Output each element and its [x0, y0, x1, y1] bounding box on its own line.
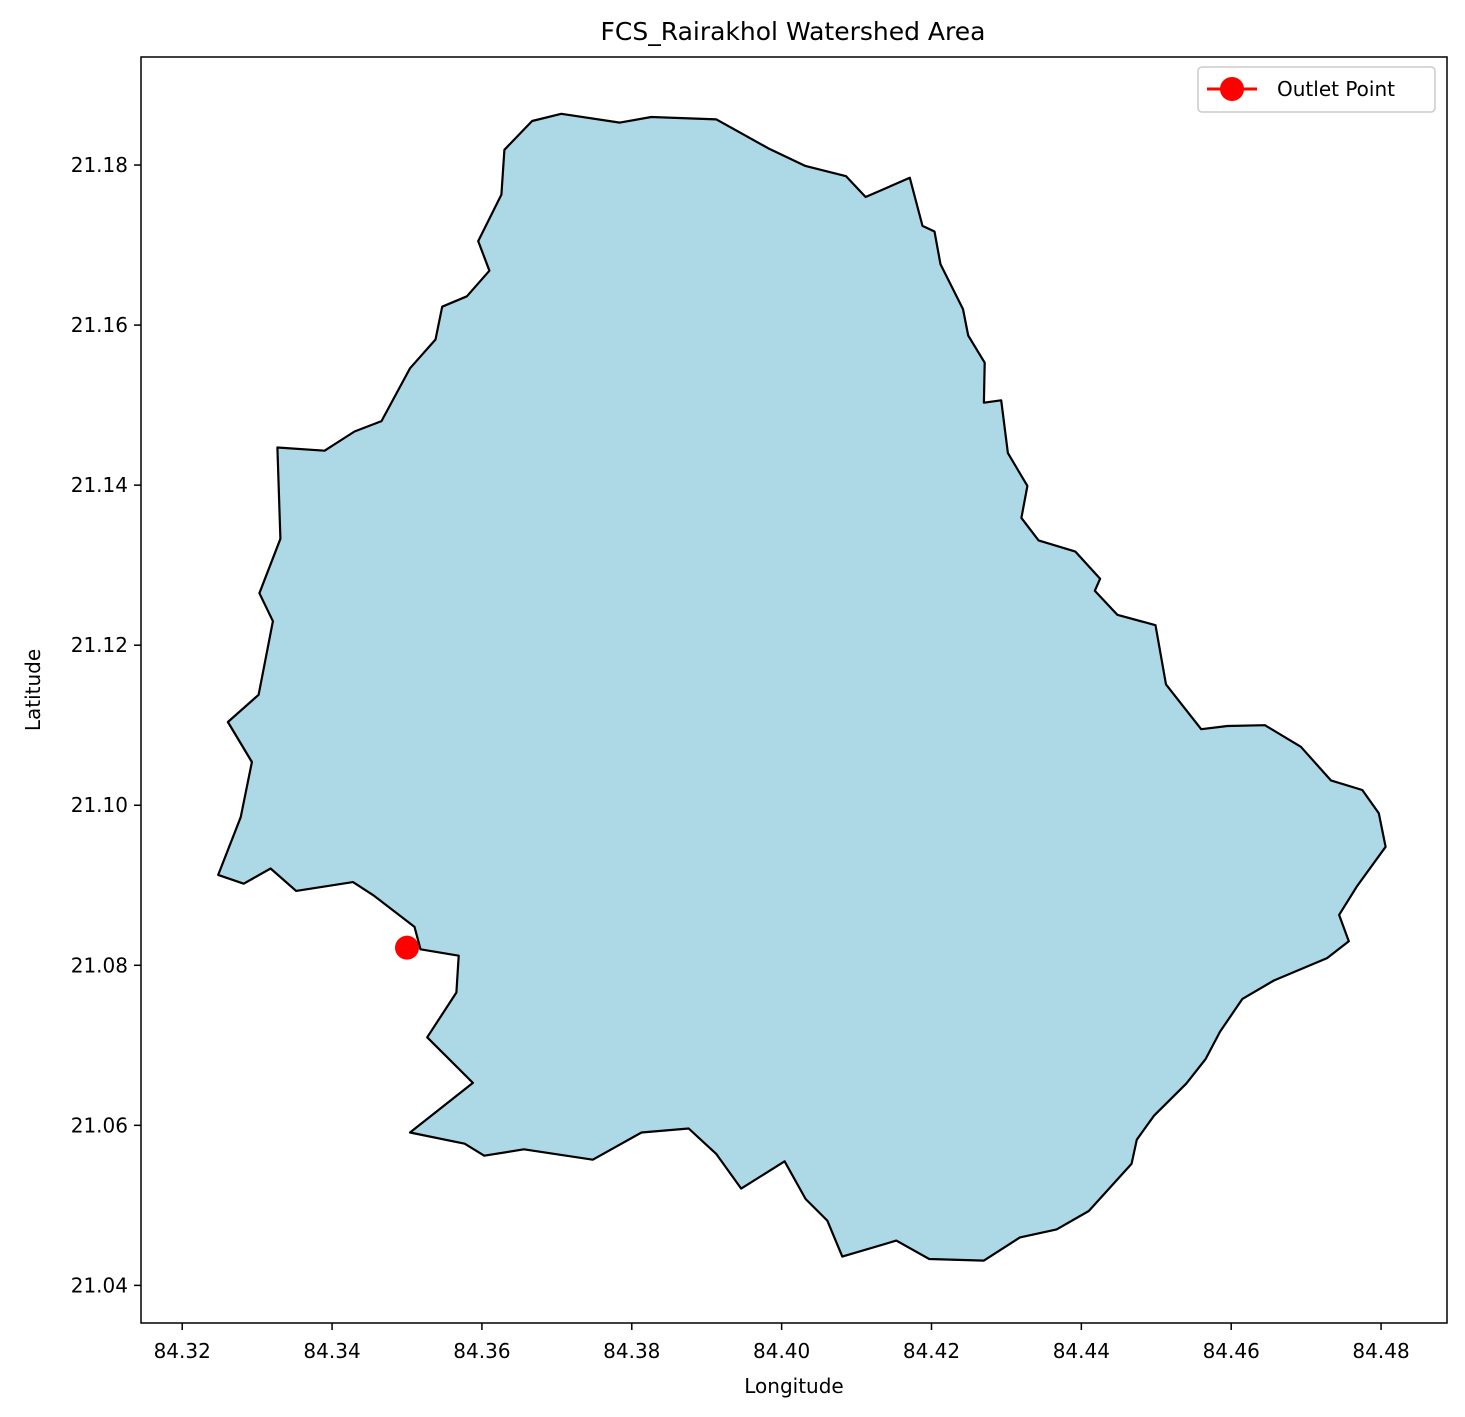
x-tick-label: 84.34	[303, 1339, 360, 1363]
y-axis-ticks: 21.04 21.06 21.08 21.10 21.12 21.14 21.16 21.18	[71, 153, 141, 1297]
y-tick-label: 21.04	[71, 1273, 128, 1297]
chart-title: FCS_Rairakhol Watershed Area	[601, 17, 986, 46]
y-tick-label: 21.10	[71, 793, 128, 817]
x-tick-label: 84.46	[1203, 1339, 1260, 1363]
y-tick-label: 21.08	[71, 953, 128, 977]
watershed-polygon	[217, 112, 1387, 1262]
plot-area	[140, 56, 1448, 1324]
x-tick-label: 84.32	[154, 1339, 211, 1363]
y-tick-label: 21.06	[71, 1113, 128, 1137]
y-tick-label: 21.18	[71, 153, 128, 177]
y-tick-label: 21.12	[71, 633, 128, 657]
axes-frame	[140, 56, 1448, 1324]
x-axis-ticks: 84.32 84.34 84.36 84.38 84.40 84.42 84.44 84.46…	[154, 1323, 1410, 1363]
legend-label: Outlet Point	[1277, 77, 1395, 101]
y-tick-label: 21.14	[71, 473, 128, 497]
x-tick-label: 84.38	[603, 1339, 660, 1363]
x-tick-label: 84.40	[753, 1339, 810, 1363]
x-tick-label: 84.48	[1352, 1339, 1409, 1363]
x-axis-label: Longitude	[744, 1374, 843, 1398]
series-layer	[394, 935, 419, 960]
y-tick-label: 21.16	[71, 313, 128, 337]
legend: Outlet Point	[1197, 66, 1436, 113]
outlet-point-marker	[394, 935, 419, 960]
legend-box	[1197, 66, 1436, 113]
x-tick-label: 84.42	[903, 1339, 960, 1363]
x-tick-label: 84.44	[1053, 1339, 1110, 1363]
x-tick-label: 84.36	[453, 1339, 510, 1363]
y-axis-label: Latitude	[21, 649, 45, 731]
legend-marker-swatch	[1220, 77, 1244, 101]
